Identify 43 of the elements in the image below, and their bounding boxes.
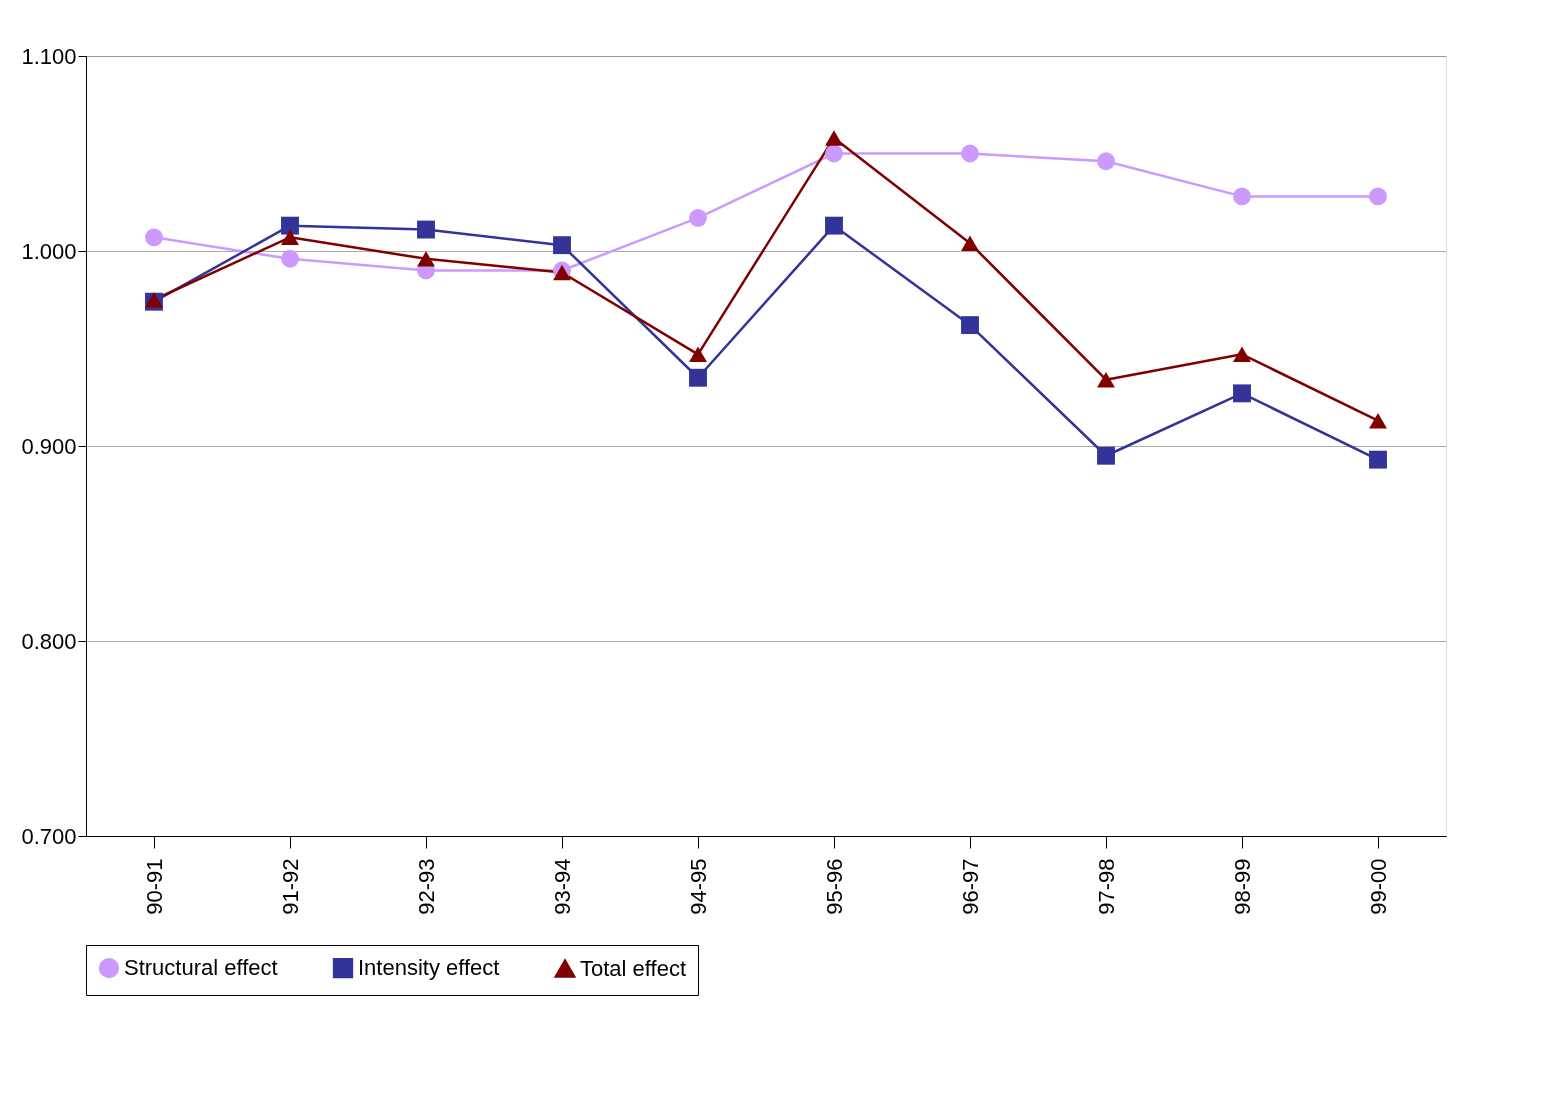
x-tick-label: 93-94	[549, 858, 575, 915]
point	[417, 251, 435, 267]
point	[1233, 384, 1251, 403]
point	[1369, 450, 1387, 469]
point	[961, 235, 979, 251]
x-tick-label: 90-91	[141, 858, 167, 915]
legend-label: Intensity effect	[358, 955, 500, 981]
point	[281, 216, 299, 235]
point	[961, 144, 979, 163]
point	[825, 144, 843, 163]
point	[1369, 412, 1387, 429]
point	[961, 316, 979, 335]
x-tick-label: 95-96	[821, 858, 847, 915]
point	[1097, 371, 1115, 388]
point	[689, 346, 707, 363]
legend-label: Structural effect	[124, 955, 278, 981]
point	[1233, 187, 1251, 206]
y-tick-label: 0.800	[21, 628, 77, 654]
y-tick-label: 0.700	[21, 823, 77, 849]
x-tick-label: 91-92	[277, 858, 303, 915]
point	[1233, 346, 1251, 363]
x-tick-label: 94-95	[685, 858, 711, 915]
x-tick-label: 97-98	[1093, 858, 1119, 915]
point	[825, 130, 843, 146]
point	[553, 236, 571, 255]
point	[417, 220, 435, 239]
point	[689, 208, 707, 227]
point	[1369, 187, 1387, 206]
y-tick-label: 1.000	[21, 238, 77, 264]
legend-label: Total effect	[580, 955, 686, 981]
point	[1097, 152, 1115, 171]
y-tick-label: 0.900	[21, 433, 77, 459]
y-tick-label: 1.100	[21, 43, 77, 69]
point	[281, 249, 299, 268]
point	[689, 368, 707, 387]
point	[1097, 446, 1115, 465]
point	[281, 229, 299, 246]
x-tick-label: 96-97	[957, 858, 983, 915]
point	[825, 216, 843, 235]
x-tick-label: 92-93	[413, 858, 439, 915]
x-tick-label: 98-99	[1229, 858, 1255, 915]
x-tick-label: 99-00	[1365, 858, 1391, 915]
point	[145, 228, 163, 247]
